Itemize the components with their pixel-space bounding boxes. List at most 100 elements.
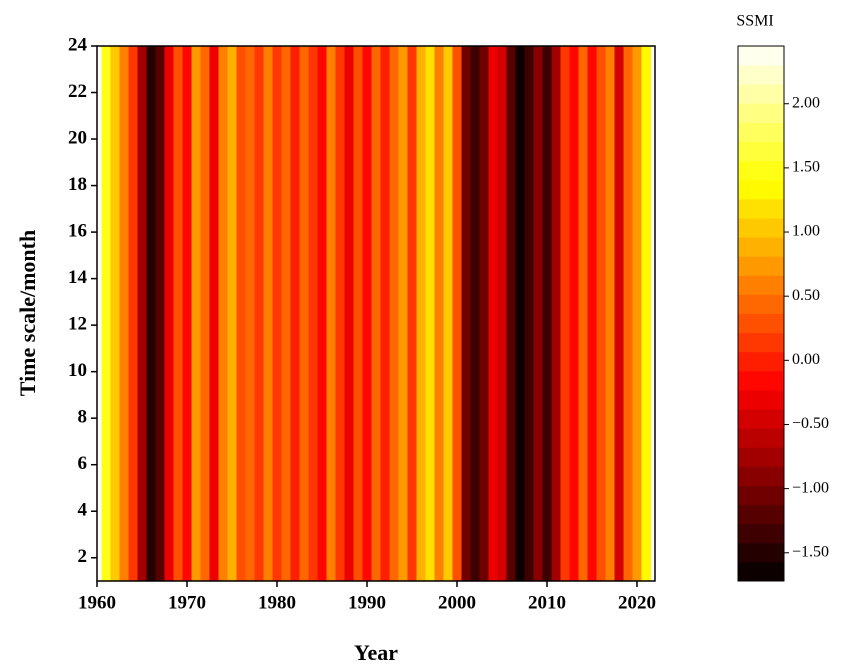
colorbar-tick-label: 1.00	[792, 223, 820, 240]
x-tick-label: 2000	[438, 592, 476, 613]
colorbar-step	[738, 198, 784, 219]
heat-cell	[515, 46, 526, 581]
colorbar	[738, 46, 784, 582]
y-tick-label: 10	[68, 360, 87, 381]
heat-cell	[641, 46, 652, 581]
heat-cell	[281, 46, 292, 581]
y-tick-label: 20	[68, 127, 87, 148]
colorbar-step	[738, 332, 784, 353]
heat-cell	[200, 46, 211, 581]
colorbar-step	[738, 389, 784, 410]
heat-cell	[164, 46, 175, 581]
heat-cell	[542, 46, 553, 581]
heat-cell	[326, 46, 337, 581]
heat-cell	[569, 46, 580, 581]
colorbar-frame	[737, 45, 785, 582]
colorbar-step	[738, 409, 784, 429]
heat-cell	[551, 46, 562, 581]
heat-cell	[137, 46, 148, 581]
y-tick-label: 12	[68, 313, 87, 334]
x-axis-label: Year	[354, 640, 398, 665]
heat-cell	[101, 46, 112, 581]
y-axis-label: Time scale/month	[15, 230, 40, 396]
heat-cell	[335, 46, 346, 581]
heat-cell	[416, 46, 427, 581]
y-tick-label: 6	[78, 453, 88, 474]
colorbar-tick-label: −1.00	[792, 479, 829, 496]
heat-cell	[308, 46, 319, 581]
colorbar-label: SSMI	[736, 13, 773, 30]
heat-cell	[497, 46, 508, 581]
heat-cell	[344, 46, 355, 581]
x-tick-label: 1990	[348, 592, 386, 613]
heat-cell	[470, 46, 481, 581]
colorbar-step	[738, 179, 784, 200]
colorbar-step	[738, 370, 784, 391]
colorbar-step	[738, 485, 784, 506]
heat-cell	[146, 46, 157, 581]
colorbar-step	[738, 237, 784, 257]
colorbar-step	[738, 523, 784, 544]
colorbar-tick-label: 0.50	[792, 287, 820, 304]
y-tick-label: 18	[68, 174, 87, 195]
heat-cell	[209, 46, 220, 581]
colorbar-step	[738, 217, 784, 238]
y-tick-label: 24	[68, 34, 88, 55]
heat-cell	[236, 46, 247, 581]
heat-cell	[596, 46, 607, 581]
x-tick-label: 1960	[78, 592, 116, 613]
heat-cell	[380, 46, 391, 581]
colorbar-step	[738, 275, 784, 295]
heat-cell	[452, 46, 463, 581]
heat-cell	[128, 46, 139, 581]
y-tick-label: 16	[68, 220, 87, 241]
colorbar-step	[738, 256, 784, 276]
heat-cell	[299, 46, 310, 581]
heat-cell	[290, 46, 301, 581]
heatmap	[101, 46, 652, 581]
heat-cell	[191, 46, 202, 581]
heat-cell	[479, 46, 490, 581]
plot-frame	[96, 45, 656, 582]
heat-cell	[272, 46, 283, 581]
colorbar-tick-label: 0.00	[792, 351, 820, 368]
heat-cell	[587, 46, 598, 581]
colorbar-step	[738, 294, 784, 314]
heat-cell	[407, 46, 418, 581]
heat-cell	[398, 46, 409, 581]
colorbar-step	[738, 466, 784, 486]
colorbar-step	[738, 46, 784, 66]
colorbar-step	[738, 351, 784, 372]
heat-cell	[182, 46, 193, 581]
colorbar-tick-label: 1.50	[792, 159, 820, 176]
colorbar-tick-label: −1.50	[792, 543, 829, 560]
heat-cell	[524, 46, 535, 581]
colorbar-step	[738, 447, 784, 467]
heat-cell	[227, 46, 238, 581]
y-tick-label: 4	[78, 500, 88, 521]
x-tick-label: 2010	[528, 592, 566, 613]
heat-cell	[614, 46, 625, 581]
heat-cell	[389, 46, 400, 581]
heat-cell	[533, 46, 544, 581]
heat-cell	[578, 46, 589, 581]
heat-cell	[362, 46, 373, 581]
colorbar-step	[738, 504, 784, 525]
colorbar-step	[738, 428, 784, 448]
heat-cell	[254, 46, 265, 581]
y-tick-label: 8	[78, 407, 88, 428]
heat-cell	[488, 46, 499, 581]
heat-cell	[353, 46, 364, 581]
colorbar-tick-label: −0.50	[792, 415, 829, 432]
y-tick-label: 14	[68, 267, 88, 288]
heat-cell	[560, 46, 571, 581]
colorbar-step	[738, 84, 784, 104]
heat-cell	[218, 46, 229, 581]
heat-cell	[425, 46, 436, 581]
heat-cell	[461, 46, 472, 581]
y-tick-label: 2	[78, 546, 88, 567]
x-tick-label: 2020	[618, 592, 656, 613]
heat-cell	[119, 46, 130, 581]
heat-cell	[371, 46, 382, 581]
